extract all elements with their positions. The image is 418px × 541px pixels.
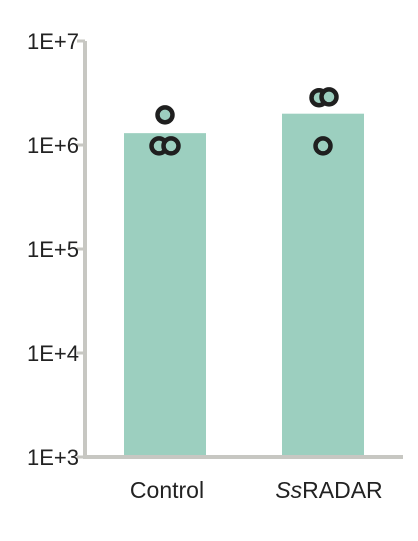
bars-layer (124, 113, 364, 458)
x-category-label-0: Control (130, 477, 204, 503)
data-point-1-2 (313, 136, 333, 156)
y-tick-label-1: 1E+4 (27, 341, 79, 366)
y-tick-label-2: 1E+5 (27, 237, 79, 262)
y-tick-label-4: 1E+7 (27, 29, 79, 54)
data-point-0-0 (155, 105, 175, 125)
x-category-label-1: SsRADAR (275, 477, 382, 503)
y-tick-label-3: 1E+6 (27, 133, 79, 158)
points-layer (149, 87, 339, 156)
x-category-label-italic-part: Ss (275, 477, 302, 503)
bar-0 (124, 133, 206, 457)
bar-1 (282, 113, 364, 458)
data-point-1-1 (319, 87, 339, 107)
y-tick-label-0: 1E+3 (27, 445, 79, 470)
axis-layer (77, 39, 403, 459)
x-category-label-rest-part: RADAR (302, 477, 383, 503)
data-point-0-2 (161, 136, 181, 156)
labels-layer: 1E+3 1E+4 1E+5 1E+6 1E+7 Control SsRADAR (27, 29, 383, 503)
